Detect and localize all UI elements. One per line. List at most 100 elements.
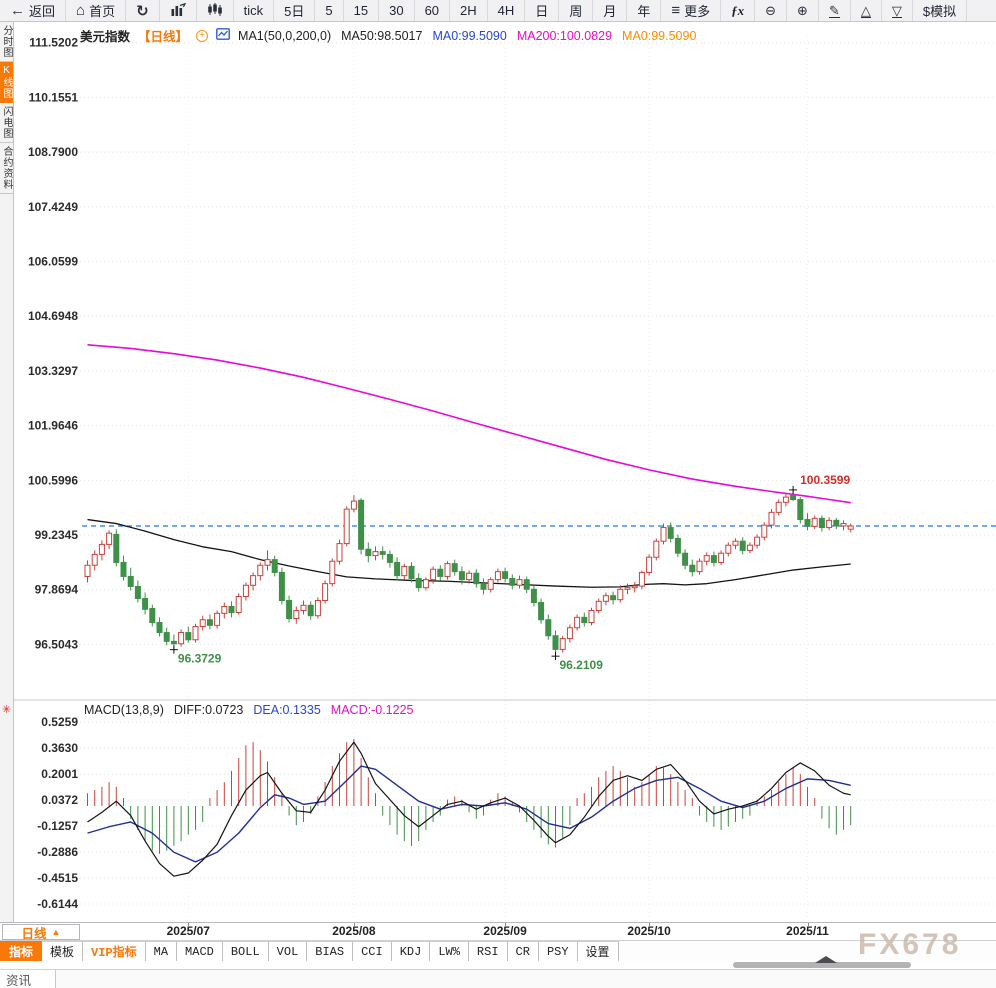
svg-text:108.7900: 108.7900 [28, 145, 78, 159]
indicator-tab-设置[interactable]: 设置 [577, 941, 619, 961]
sidebar-tab-3[interactable]: 合约资料 [0, 143, 13, 194]
chevron-up-icon: ▲ [51, 927, 61, 937]
svg-text:-0.4515: -0.4515 [37, 871, 78, 885]
indicator-tab-LW%[interactable]: LW% [430, 941, 469, 961]
macd-panel-title: MACD(13,8,9) DIFF:0.0723 DEA:0.1335 MACD:-0… [84, 703, 413, 717]
toolbar-button-candle-chart[interactable] [197, 0, 234, 21]
toolbar-button-bar-chart[interactable] [160, 0, 197, 21]
candles-layer[interactable] [84, 489, 854, 657]
toolbar-button-sim[interactable]: $模拟 [913, 0, 968, 21]
svg-text:106.0599: 106.0599 [28, 255, 78, 269]
period-selector-label: 日线 [21, 926, 47, 941]
indicator-tab-CCI[interactable]: CCI [353, 941, 392, 961]
ma-readouts: MA1(50,0,200,0) MA50:98.5017 MA0:99.5090 MA… [238, 29, 696, 43]
zoom-in-icon: ⊕ [797, 2, 808, 18]
toolbar-button-tri-down[interactable]: ▽ [882, 0, 913, 21]
sidebar-tab-1[interactable]: K线图 [0, 62, 13, 103]
toolbar-button-fx[interactable]: ƒx [721, 0, 756, 21]
toolbar-label: 5 [325, 3, 333, 18]
svg-text:0.3630: 0.3630 [41, 741, 78, 755]
ma-readout: MA0:99.5090 [622, 28, 697, 43]
toolbar-button-month[interactable]: 月 [593, 0, 628, 21]
x-axis-label: 2025/07 [166, 924, 210, 938]
refresh-icon: ↻ [136, 2, 149, 20]
toolbar-label: 日 [535, 4, 549, 19]
sidebar-tab-2[interactable]: 闪电图 [0, 103, 13, 143]
toolbar-label: 2H [460, 3, 477, 18]
triangle-up-icon: △ [860, 2, 871, 18]
toolbar-button-5d[interactable]: 5日 [274, 0, 316, 21]
toolbar-button-tri-up[interactable]: △ [851, 0, 882, 21]
indicator-tab-模板[interactable]: 模板 [42, 941, 84, 961]
price-panel-title: 美元指数 【日线】 + MA1(50,0,200,0) MA50:98.5017 MA… [80, 26, 696, 45]
toolbar-label: tick [243, 3, 264, 18]
diff-line [87, 741, 851, 877]
ma-readout: MA1(50,0,200,0) [238, 28, 332, 43]
svg-text:104.6948: 104.6948 [28, 309, 78, 323]
toolbar-button-m60[interactable]: 60 [415, 0, 451, 21]
svg-text:107.4249: 107.4249 [28, 200, 78, 214]
indicator-tab-BIAS[interactable]: BIAS [307, 941, 354, 961]
indicator-settings-icon[interactable]: ✳ [2, 704, 12, 716]
indicator-tab-MA[interactable]: MA [145, 941, 178, 961]
indicator-tab-VOL[interactable]: VOL [268, 941, 308, 961]
menu-icon: ≡ [671, 2, 681, 19]
period-selector[interactable]: 日线 ▲ [2, 924, 80, 941]
symbol-name: 美元指数 [80, 30, 131, 44]
indicator-tab-CR[interactable]: CR [507, 941, 539, 961]
zoom-out-icon: ⊖ [765, 2, 777, 18]
macd-readout: DIFF:0.0723 [173, 703, 244, 717]
indicator-tab-PSY[interactable]: PSY [538, 941, 578, 961]
toolbar-button-draw[interactable]: ✎ [819, 0, 851, 21]
toolbar-button-back[interactable]: ← 返回 [0, 0, 67, 21]
toolbar-button-zoom-out[interactable]: ⊖ [755, 0, 788, 21]
toolbar-label: 周 [569, 4, 583, 19]
toolbar-button-tick[interactable]: tick [234, 0, 275, 21]
toolbar-button-m15[interactable]: 15 [344, 0, 380, 21]
toolbar-label: 返回 [29, 4, 56, 19]
indicator-tab-MACD[interactable]: MACD [177, 941, 223, 961]
indicator-tab-VIP指标[interactable]: VIP指标 [83, 941, 146, 961]
toolbar-button-m5[interactable]: 5 [315, 0, 344, 21]
scrollbar-row [0, 956, 996, 969]
toolbar-button-home[interactable]: ⌂ 首页 [66, 0, 127, 21]
toolbar-button-more[interactable]: ≡ 更多 [661, 0, 722, 21]
x-axis-band: 日线 ▲ 2025/07 2025/08 2025/09 2025/10 2025/11 [0, 922, 996, 941]
indicator-tab-RSI[interactable]: RSI [468, 941, 508, 961]
indicator-tab-指标[interactable]: 指标 [0, 941, 43, 961]
x-axis-label: 2025/10 [627, 924, 671, 938]
toolbar-label: 60 [424, 3, 440, 18]
toolbar-label: 年 [637, 4, 651, 19]
toolbar-button-zoom-in[interactable]: ⊕ [787, 0, 819, 21]
toolbar-button-refresh[interactable]: ↻ [126, 0, 160, 21]
left-sidebar: 分时图 K线图 闪电图 合约资料 [0, 22, 14, 922]
svg-text:96.5043: 96.5043 [35, 637, 79, 651]
toolbar-button-week[interactable]: 周 [559, 0, 594, 21]
horizontal-scrollbar[interactable] [733, 956, 911, 968]
add-indicator-icon[interactable]: + [196, 29, 209, 42]
toolbar-button-h4[interactable]: 4H [488, 0, 526, 21]
svg-text:99.2345: 99.2345 [35, 528, 79, 542]
chart-type-icon[interactable] [216, 28, 230, 43]
sidebar-tab-0[interactable]: 分时图 [0, 22, 13, 62]
scrollbar-handle-icon[interactable] [815, 956, 837, 963]
toolbar-button-h2[interactable]: 2H [450, 0, 488, 21]
indicator-toolbar: 指标 模板 VIP指标 MA MACD BOLL VOL BIAS CCI KDJ LW% RSI CR… [0, 941, 996, 961]
dea-line [87, 765, 851, 863]
toolbar-label: 30 [389, 3, 404, 18]
chart-area[interactable]: 111.5202 110.1551 108.7900 107.4249 106.0599… [14, 22, 996, 922]
indicator-tab-BOLL[interactable]: BOLL [222, 941, 269, 961]
macd-layer [87, 738, 852, 854]
ma200-line [87, 344, 851, 504]
indicator-tab-KDJ[interactable]: KDJ [391, 941, 431, 961]
svg-text:111.5202: 111.5202 [29, 36, 78, 50]
toolbar-button-year[interactable]: 年 [627, 0, 662, 21]
toolbar-button-m30[interactable]: 30 [379, 0, 415, 21]
candlestick-icon [207, 2, 223, 19]
chart-plot[interactable]: 111.5202 110.1551 108.7900 107.4249 106.0599… [14, 22, 996, 922]
tab-news[interactable]: 资讯 [0, 970, 56, 988]
toolbar-label: 15 [353, 3, 369, 18]
toolbar-button-day[interactable]: 日 [525, 0, 560, 21]
ma-readout: MA0:99.5090 [432, 28, 507, 43]
